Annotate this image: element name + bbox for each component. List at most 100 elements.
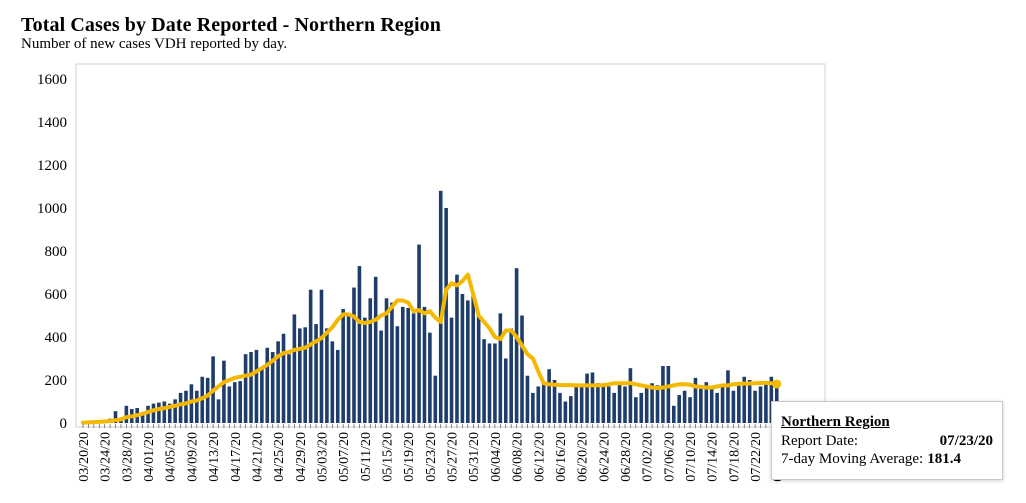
bar[interactable] bbox=[276, 341, 280, 423]
bar[interactable] bbox=[151, 403, 156, 423]
bar[interactable] bbox=[655, 385, 660, 424]
bar[interactable] bbox=[493, 343, 497, 423]
bar[interactable] bbox=[341, 309, 345, 423]
bar[interactable] bbox=[715, 392, 719, 423]
bar[interactable] bbox=[552, 380, 557, 423]
bar[interactable] bbox=[753, 390, 757, 423]
bar[interactable] bbox=[471, 294, 476, 423]
bar[interactable] bbox=[558, 392, 562, 423]
bar[interactable] bbox=[699, 388, 703, 423]
bar[interactable] bbox=[628, 368, 633, 423]
moving-average-line[interactable] bbox=[81, 272, 779, 425]
bar[interactable] bbox=[682, 390, 687, 423]
bar[interactable] bbox=[536, 386, 541, 423]
bar[interactable] bbox=[167, 403, 172, 423]
bar[interactable] bbox=[688, 397, 692, 423]
bar[interactable] bbox=[737, 382, 741, 423]
bar[interactable] bbox=[650, 383, 654, 423]
bar[interactable] bbox=[270, 352, 275, 423]
bar[interactable] bbox=[384, 298, 389, 423]
bar[interactable] bbox=[601, 384, 606, 423]
bar[interactable] bbox=[438, 190, 443, 423]
bar[interactable] bbox=[319, 289, 324, 423]
bar[interactable] bbox=[720, 386, 725, 423]
bar[interactable] bbox=[173, 399, 177, 423]
bar[interactable] bbox=[325, 328, 329, 423]
bar[interactable] bbox=[292, 314, 297, 423]
bar[interactable] bbox=[617, 382, 622, 423]
bar[interactable] bbox=[525, 375, 530, 423]
bar[interactable] bbox=[184, 390, 188, 423]
bar[interactable] bbox=[260, 369, 264, 423]
bar[interactable] bbox=[709, 386, 714, 423]
bar[interactable] bbox=[661, 366, 665, 423]
bar[interactable] bbox=[363, 317, 367, 423]
bar[interactable] bbox=[574, 385, 579, 424]
bar[interactable] bbox=[704, 382, 709, 423]
bar[interactable] bbox=[406, 307, 410, 423]
bar[interactable] bbox=[693, 377, 698, 423]
bar[interactable] bbox=[124, 405, 129, 423]
bar[interactable] bbox=[140, 412, 145, 423]
bar[interactable] bbox=[195, 390, 199, 423]
bar[interactable] bbox=[547, 369, 551, 423]
bar[interactable] bbox=[379, 330, 383, 423]
bar[interactable] bbox=[216, 399, 221, 423]
bar[interactable] bbox=[238, 381, 242, 423]
bar[interactable] bbox=[113, 411, 118, 423]
bar[interactable] bbox=[460, 294, 465, 423]
bar[interactable] bbox=[666, 366, 671, 423]
bar[interactable] bbox=[487, 343, 492, 423]
bar[interactable] bbox=[590, 372, 595, 423]
bar[interactable] bbox=[428, 332, 432, 423]
bar[interactable] bbox=[249, 352, 253, 423]
bar[interactable] bbox=[227, 386, 232, 423]
bar[interactable] bbox=[758, 386, 763, 423]
bar[interactable] bbox=[579, 384, 584, 423]
bar[interactable] bbox=[368, 298, 373, 423]
moving-average-series[interactable] bbox=[81, 272, 782, 425]
bar[interactable] bbox=[764, 384, 768, 423]
bar[interactable] bbox=[541, 384, 546, 423]
bar[interactable] bbox=[303, 327, 308, 423]
bar[interactable] bbox=[390, 302, 394, 423]
bar[interactable] bbox=[612, 392, 616, 423]
bar[interactable] bbox=[634, 397, 638, 423]
bar[interactable] bbox=[178, 392, 183, 423]
bar[interactable] bbox=[563, 401, 568, 424]
bar[interactable] bbox=[455, 274, 459, 423]
bar[interactable] bbox=[205, 377, 210, 423]
bar[interactable] bbox=[531, 392, 535, 423]
bar[interactable] bbox=[444, 208, 448, 423]
bar[interactable] bbox=[671, 405, 676, 423]
bar[interactable] bbox=[726, 370, 730, 423]
bar[interactable] bbox=[157, 402, 161, 423]
bar[interactable] bbox=[395, 326, 400, 423]
bar[interactable] bbox=[189, 384, 194, 423]
bar[interactable] bbox=[476, 315, 481, 424]
bar[interactable] bbox=[308, 289, 313, 423]
bar[interactable] bbox=[222, 360, 226, 423]
bar[interactable] bbox=[644, 385, 649, 424]
bar[interactable] bbox=[422, 306, 427, 423]
bar[interactable] bbox=[281, 333, 286, 423]
bar[interactable] bbox=[400, 306, 405, 423]
bar[interactable] bbox=[769, 376, 774, 423]
bar[interactable] bbox=[298, 328, 302, 423]
bar[interactable] bbox=[411, 313, 416, 423]
bar[interactable] bbox=[731, 390, 736, 423]
bar[interactable] bbox=[449, 317, 454, 423]
bar[interactable] bbox=[357, 266, 362, 423]
bar[interactable] bbox=[162, 401, 167, 424]
bar[interactable] bbox=[509, 328, 513, 423]
bar[interactable] bbox=[352, 287, 356, 423]
bar[interactable] bbox=[747, 380, 752, 423]
bar[interactable] bbox=[433, 375, 438, 423]
bar[interactable] bbox=[287, 354, 291, 423]
bar[interactable] bbox=[623, 386, 627, 423]
bar[interactable] bbox=[606, 386, 611, 423]
bar[interactable] bbox=[146, 405, 150, 423]
bar[interactable] bbox=[514, 268, 519, 423]
bar[interactable] bbox=[346, 315, 351, 424]
